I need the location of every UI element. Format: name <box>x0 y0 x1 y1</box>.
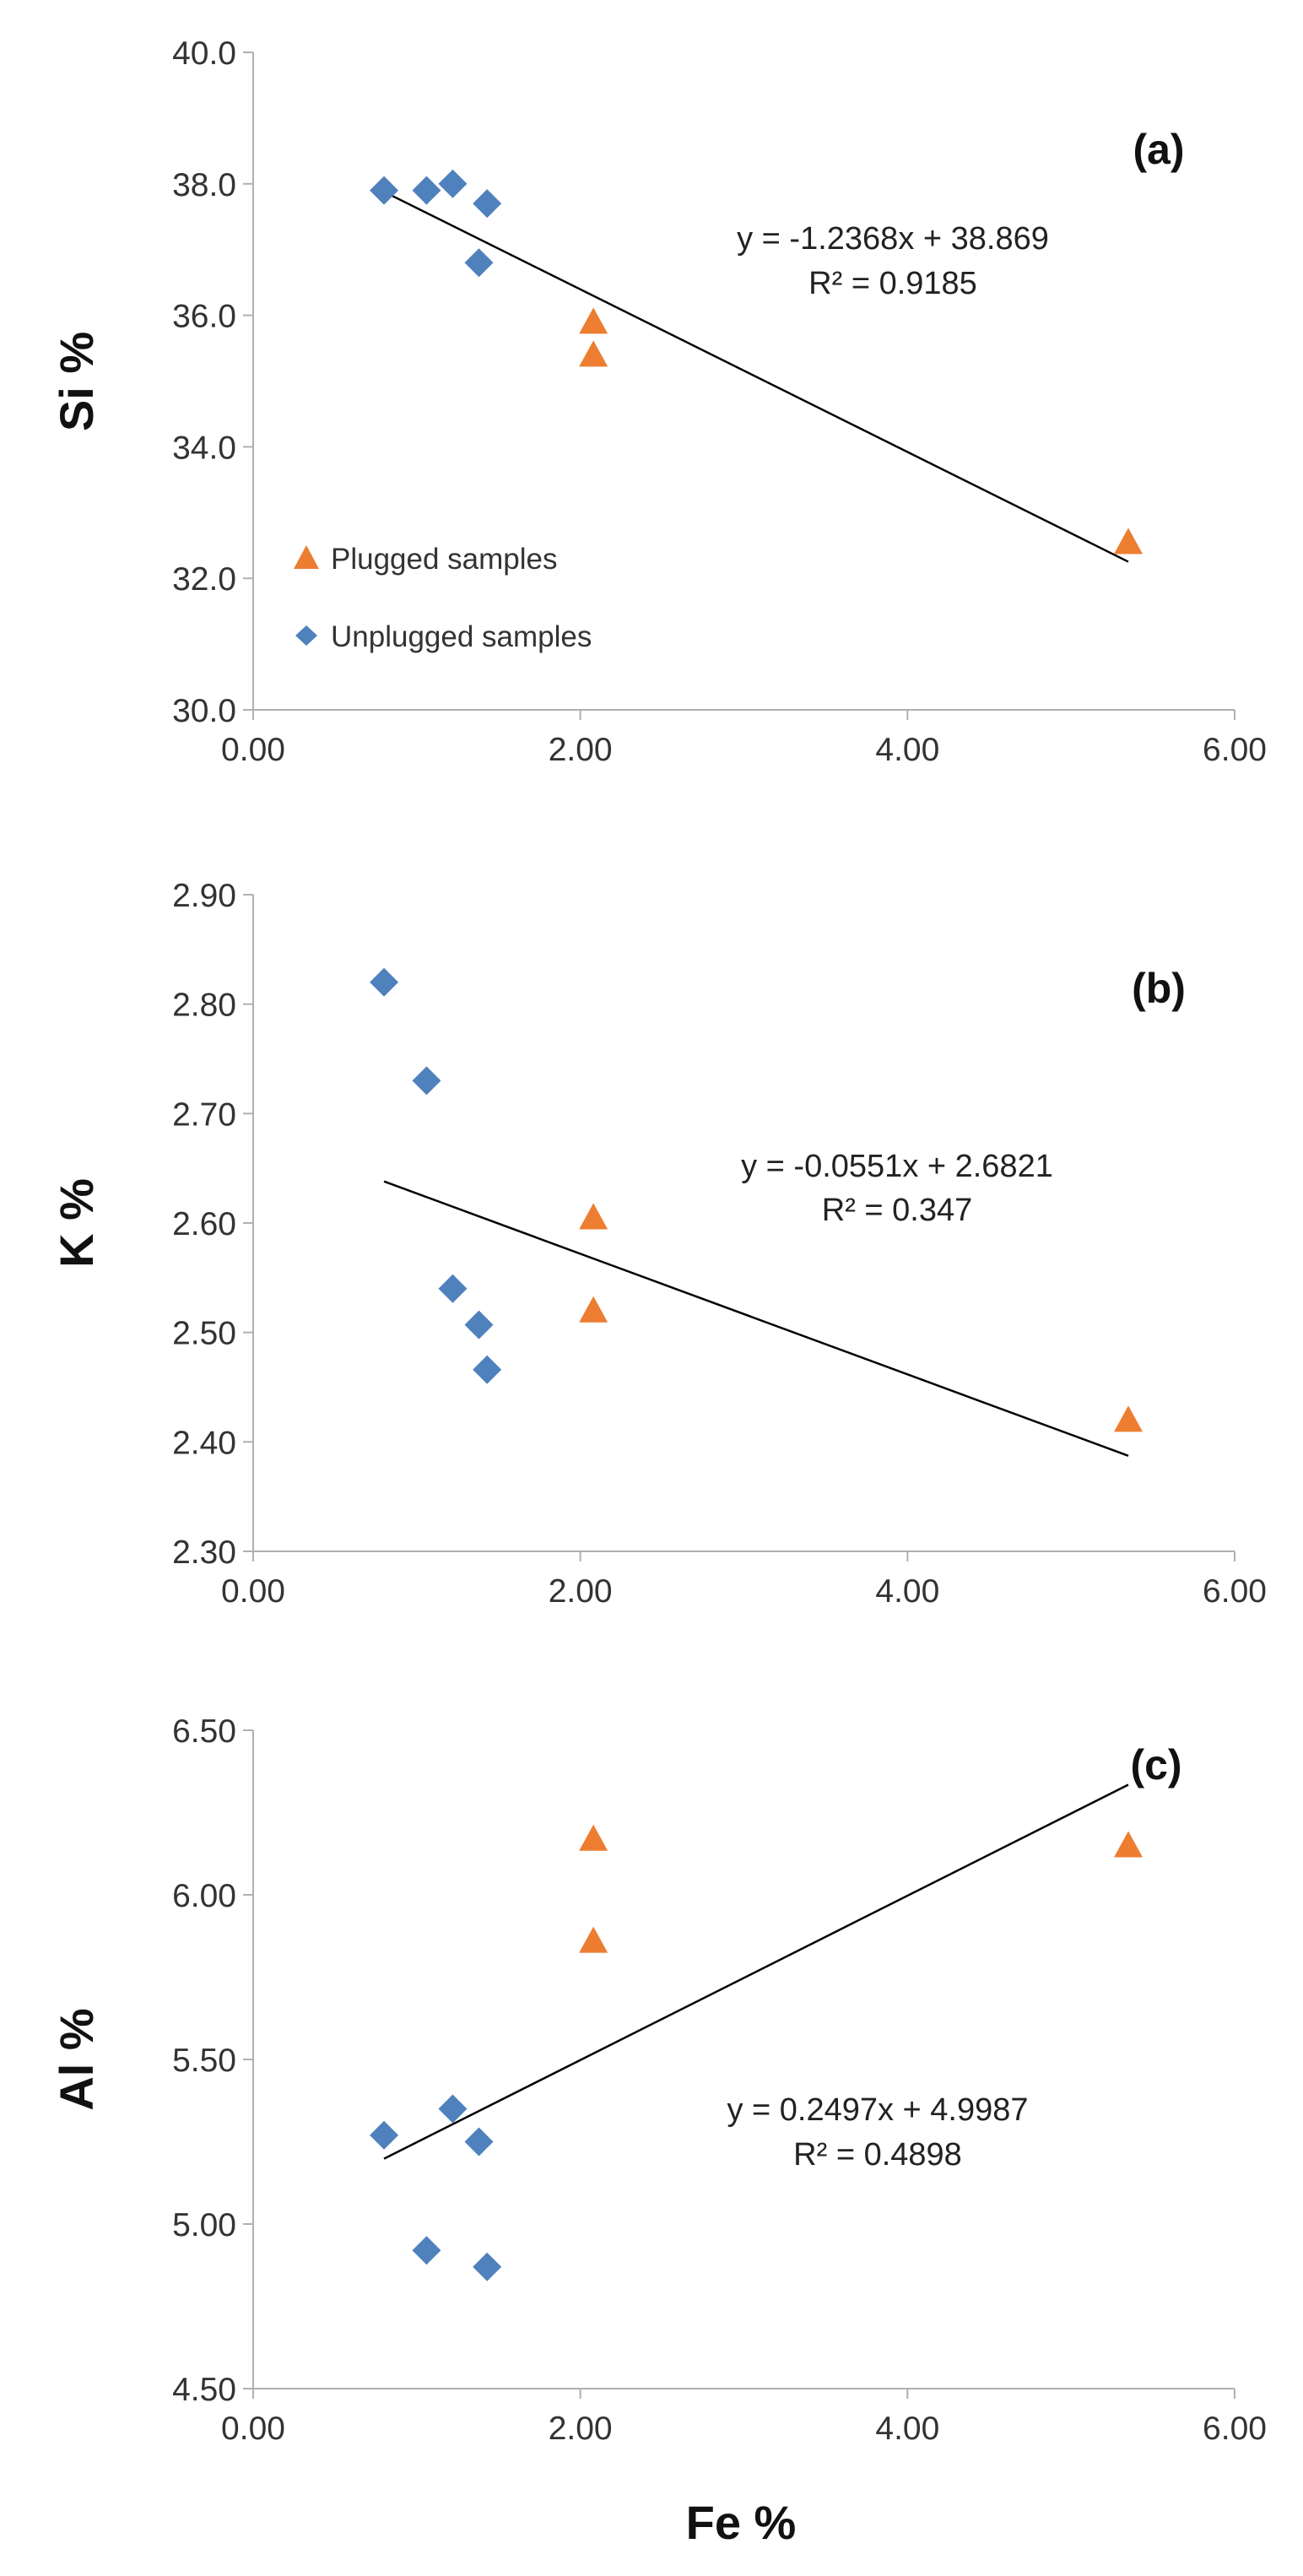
unplugged-sample-point <box>412 1066 441 1096</box>
unplugged-sample-point <box>370 176 399 205</box>
y-tick-label: 36.0 <box>172 299 236 335</box>
y-tick-label: 40.0 <box>172 35 236 72</box>
plugged-sample-point <box>579 1926 608 1953</box>
unplugged-sample-point <box>438 2094 468 2124</box>
unplugged-sample-point <box>464 1310 494 1339</box>
y-tick-label: 2.40 <box>172 1425 236 1461</box>
y-tick-label: 2.30 <box>172 1534 236 1571</box>
trendline-equation: y = 0.2497x + 4.9987 <box>727 2092 1028 2128</box>
panel-b: 2.30 2.40 2.50 2.60 2.70 2.80 2.90 0.00 2.00 4.00… <box>50 878 1267 1610</box>
x-tick-label: 0.00 <box>221 732 285 768</box>
plugged-sample-point <box>579 1824 608 1851</box>
plugged-sample-point <box>579 1296 608 1323</box>
marker-group <box>370 169 1144 555</box>
y-tick-label: 5.50 <box>172 2043 236 2079</box>
plugged-sample-point <box>1114 528 1144 555</box>
y-tick-label: 32.0 <box>172 561 236 598</box>
y-tick-label: 38.0 <box>172 167 236 203</box>
y-axis-label: Si % <box>50 332 103 431</box>
legend-triangle-marker <box>294 545 319 569</box>
y-tick-label: 2.70 <box>172 1096 236 1133</box>
tick-group: 2.30 2.40 2.50 2.60 2.70 2.80 2.90 0.00 2.00 4.00… <box>172 878 1267 1610</box>
x-tick-label: 0.00 <box>221 1573 285 1610</box>
x-tick-label: 6.00 <box>1203 732 1267 768</box>
unplugged-sample-point <box>412 2236 441 2265</box>
x-tick-label: 4.00 <box>875 2411 939 2447</box>
trendline-equation: y = -0.0551x + 2.6821 <box>741 1149 1053 1184</box>
y-tick-label: 5.00 <box>172 2207 236 2243</box>
plugged-sample-point <box>579 307 608 334</box>
x-axis-label: Fe % <box>686 2496 797 2549</box>
y-tick-label: 2.50 <box>172 1316 236 1352</box>
marker-group <box>370 1824 1144 2281</box>
plugged-sample-point <box>579 1203 608 1230</box>
panel-a: 30.0 32.0 34.0 36.0 38.0 40.0 0.00 2.00 4.00 6.00… <box>50 35 1267 768</box>
panel-label: (a) <box>1133 126 1184 173</box>
tick-group: 4.50 5.00 5.50 6.00 6.50 0.00 2.00 4.00 6.00 <box>172 1713 1267 2447</box>
unplugged-sample-point <box>370 967 399 997</box>
y-tick-label: 2.60 <box>172 1206 236 1242</box>
tick-group: 30.0 32.0 34.0 36.0 38.0 40.0 0.00 2.00 4.00 6.00 <box>172 35 1267 768</box>
legend: Plugged samples Unplugged samples <box>294 543 592 653</box>
trendline <box>383 1180 1129 1457</box>
x-tick-label: 4.00 <box>875 732 939 768</box>
marker-group <box>370 967 1144 1432</box>
panel-label: (c) <box>1130 1741 1181 1789</box>
x-tick-label: 0.00 <box>221 2411 285 2447</box>
legend-label-plugged: Plugged samples <box>331 543 558 576</box>
x-tick-label: 2.00 <box>549 1573 613 1610</box>
plugged-sample-point <box>579 340 608 367</box>
y-tick-label: 6.00 <box>172 1878 236 1914</box>
unplugged-sample-point <box>464 248 494 278</box>
x-tick-label: 4.00 <box>875 1573 939 1610</box>
r-squared-label: R² = 0.347 <box>822 1193 973 1228</box>
unplugged-sample-point <box>438 169 468 198</box>
trendline-equation: y = -1.2368x + 38.869 <box>737 221 1049 257</box>
x-tick-label: 6.00 <box>1203 1573 1267 1610</box>
y-tick-label: 2.90 <box>172 878 236 914</box>
y-tick-label: 34.0 <box>172 430 236 466</box>
legend-label-unplugged: Unplugged samples <box>331 620 592 653</box>
legend-diamond-marker <box>295 625 317 646</box>
plugged-sample-point <box>1114 1831 1144 1858</box>
y-tick-label: 30.0 <box>172 693 236 729</box>
panel-label: (b) <box>1132 965 1186 1012</box>
y-tick-label: 6.50 <box>172 1713 236 1750</box>
x-tick-label: 2.00 <box>549 732 613 768</box>
y-axis-label: K % <box>50 1178 103 1268</box>
unplugged-sample-point <box>438 1274 468 1303</box>
r-squared-label: R² = 0.4898 <box>793 2137 962 2173</box>
unplugged-sample-point <box>464 2127 494 2157</box>
unplugged-sample-point <box>412 176 441 205</box>
plugged-sample-point <box>1114 1405 1144 1432</box>
trendline <box>383 1783 1129 2160</box>
unplugged-sample-point <box>473 1355 502 1384</box>
y-tick-label: 2.80 <box>172 988 236 1024</box>
unplugged-sample-point <box>473 189 502 219</box>
trendline <box>383 191 1129 563</box>
panel-c: 4.50 5.00 5.50 6.00 6.50 0.00 2.00 4.00 6.00 Al … <box>50 1713 1267 2549</box>
x-tick-label: 2.00 <box>549 2411 613 2447</box>
unplugged-sample-point <box>473 2252 502 2281</box>
r-squared-label: R² = 0.9185 <box>808 266 977 301</box>
unplugged-sample-point <box>370 2120 399 2150</box>
x-tick-label: 6.00 <box>1203 2411 1267 2447</box>
y-axis-label: Al % <box>50 2008 103 2110</box>
y-tick-label: 4.50 <box>172 2372 236 2408</box>
